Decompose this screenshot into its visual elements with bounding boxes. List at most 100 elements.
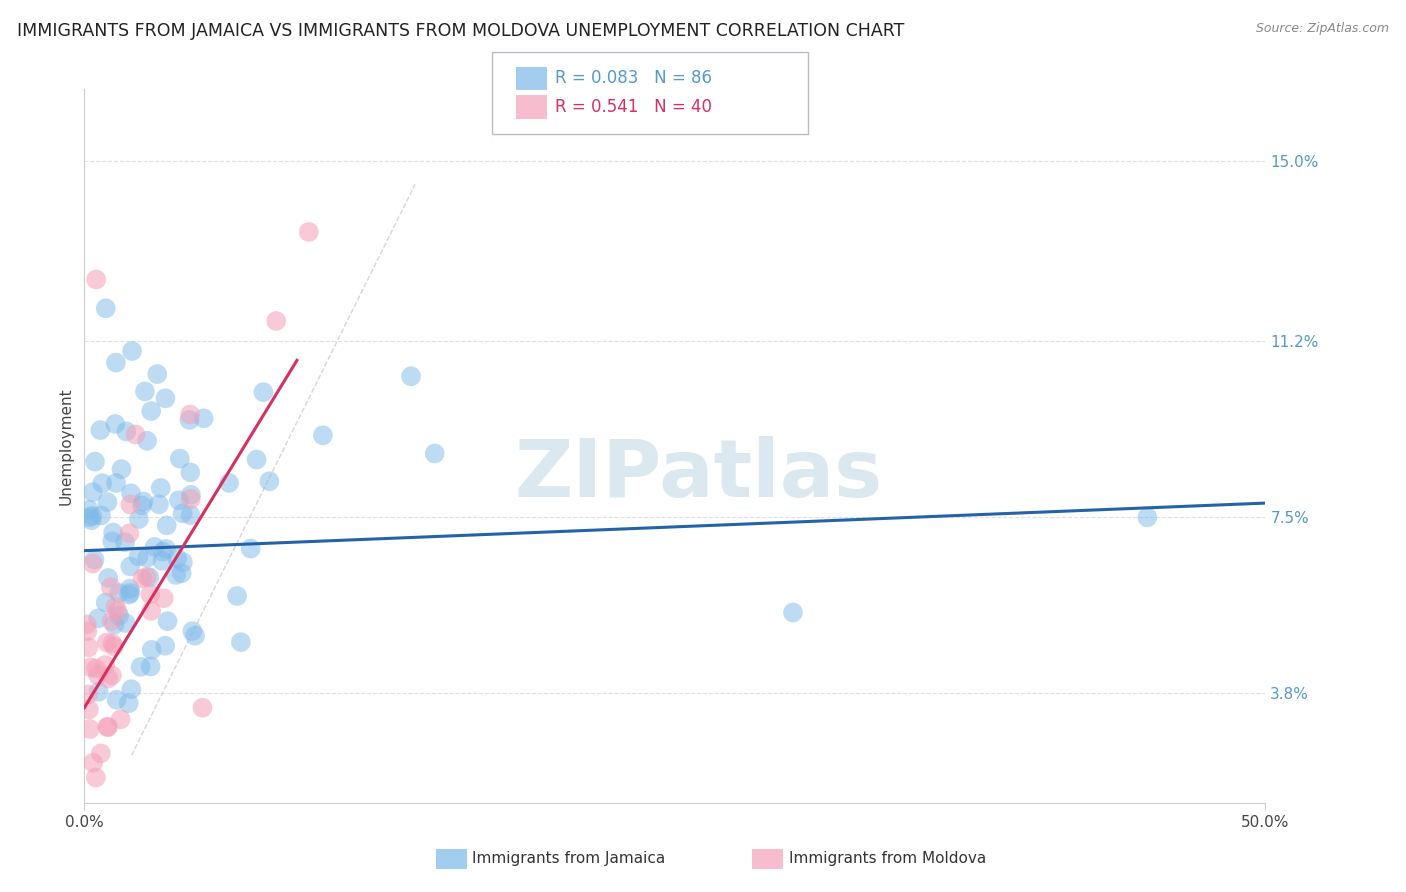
Point [155, 392, 177, 406]
Point [87, 668, 110, 682]
Text: Source: ZipAtlas.com: Source: ZipAtlas.com [1256, 22, 1389, 36]
Point [79, 660, 101, 674]
Point [155, 541, 177, 556]
Point [84, 272, 107, 286]
Point [115, 425, 138, 439]
Point [80, 513, 103, 527]
Point [193, 411, 215, 425]
Point [77, 688, 100, 702]
Point [226, 589, 249, 603]
Point [136, 434, 159, 448]
Point [90, 508, 112, 523]
Point [105, 475, 128, 490]
Point [167, 493, 190, 508]
Point [82, 485, 104, 500]
Point [120, 682, 142, 697]
Point [124, 427, 146, 442]
Point [131, 571, 153, 585]
Point [179, 466, 201, 480]
Point [138, 570, 160, 584]
Point [172, 555, 194, 569]
Point [146, 367, 169, 381]
Point [108, 586, 131, 600]
Point [103, 617, 125, 632]
Point [118, 696, 141, 710]
Point [84, 771, 107, 785]
Point [264, 314, 287, 328]
Point [82, 508, 104, 523]
Point [166, 551, 188, 566]
Point [134, 384, 156, 399]
Point [156, 614, 179, 628]
Point [132, 494, 155, 508]
Text: R = 0.083   N = 86: R = 0.083 N = 86 [555, 70, 713, 87]
Point [128, 549, 150, 564]
Point [148, 497, 170, 511]
Point [141, 643, 163, 657]
Point [152, 591, 174, 606]
Point [180, 508, 202, 522]
Point [120, 586, 142, 600]
Point [139, 659, 162, 673]
Point [118, 588, 141, 602]
Point [104, 355, 127, 369]
Point [141, 604, 163, 618]
Point [82, 557, 104, 571]
Point [77, 640, 100, 655]
Point [143, 540, 166, 554]
Point [97, 720, 120, 734]
Point [76, 617, 98, 632]
Point [96, 635, 118, 649]
Point [82, 756, 104, 770]
Text: Immigrants from Jamaica: Immigrants from Jamaica [472, 851, 665, 865]
Point [312, 428, 335, 442]
Point [399, 369, 422, 384]
Point [90, 747, 112, 761]
Point [104, 417, 127, 431]
Text: ZIPatlas: ZIPatlas [515, 435, 883, 514]
Point [96, 495, 118, 509]
Point [87, 611, 110, 625]
Point [181, 624, 204, 639]
Point [120, 486, 142, 500]
Point [100, 614, 122, 628]
Point [139, 587, 162, 601]
Point [101, 668, 124, 682]
Point [169, 451, 191, 466]
Point [121, 343, 143, 358]
Point [84, 661, 107, 675]
Point [1136, 510, 1159, 524]
Point [96, 720, 118, 734]
Point [94, 301, 117, 316]
Point [103, 640, 125, 654]
Point [84, 455, 107, 469]
Point [156, 518, 179, 533]
Point [218, 475, 240, 490]
Point [104, 599, 127, 614]
Point [120, 559, 142, 574]
Point [298, 225, 321, 239]
Point [184, 629, 207, 643]
Point [245, 452, 267, 467]
Point [152, 554, 174, 568]
Point [110, 462, 132, 476]
Point [87, 685, 110, 699]
Point [172, 506, 194, 520]
Point [79, 510, 101, 524]
Point [110, 712, 132, 726]
Point [97, 571, 120, 585]
Point [135, 570, 157, 584]
Point [91, 476, 114, 491]
Point [170, 566, 193, 581]
Point [118, 582, 141, 596]
Point [149, 481, 172, 495]
Text: R = 0.541   N = 40: R = 0.541 N = 40 [555, 98, 713, 116]
Y-axis label: Unemployment: Unemployment [58, 387, 73, 505]
Point [239, 541, 262, 556]
Point [191, 700, 214, 714]
Point [114, 615, 136, 630]
Point [782, 606, 804, 620]
Text: IMMIGRANTS FROM JAMAICA VS IMMIGRANTS FROM MOLDOVA UNEMPLOYMENT CORRELATION CHAR: IMMIGRANTS FROM JAMAICA VS IMMIGRANTS FR… [17, 22, 904, 40]
Point [252, 385, 274, 400]
Point [165, 568, 187, 582]
